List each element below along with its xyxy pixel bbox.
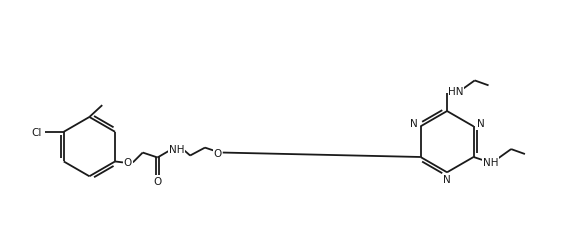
Text: N: N	[443, 174, 451, 184]
Text: N: N	[476, 119, 484, 129]
Text: NH: NH	[483, 157, 498, 167]
Text: NH: NH	[169, 144, 184, 154]
Text: HN: HN	[448, 87, 464, 97]
Text: O: O	[153, 176, 162, 186]
Text: N: N	[410, 119, 418, 129]
Text: O: O	[214, 148, 222, 158]
Text: Cl: Cl	[32, 127, 42, 137]
Text: O: O	[124, 158, 132, 168]
